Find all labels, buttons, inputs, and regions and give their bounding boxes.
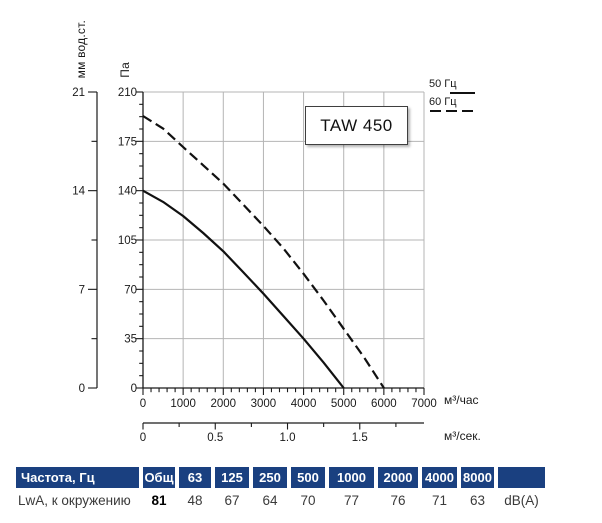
model-label-box: TAW 450: [305, 106, 408, 145]
mm-axis-tick-label: 21: [72, 87, 85, 99]
legend-item-50hz: 50 Гц: [429, 78, 479, 96]
table-header-cell: 8000: [461, 467, 494, 488]
legend-item-60hz: 60 Гц: [429, 96, 479, 114]
table-header-cell: 4000: [422, 467, 457, 488]
x-axis-tick-label: 5000: [331, 398, 357, 410]
table-header-cell: 1000: [329, 467, 374, 488]
dashed-line-sample: [430, 110, 474, 112]
noise-level-table: Частота, Гц Общ 63 125 250 500 1000 2000 4000 800…: [16, 467, 545, 513]
x-axis-tick-label: 1000: [170, 398, 196, 410]
x2-axis-tick-label: 1.0: [280, 432, 296, 444]
pa-axis-tick-label: 70: [124, 284, 137, 296]
x-axis-tick-label: 6000: [371, 398, 397, 410]
solid-line-sample: [450, 92, 475, 94]
table-value-cell: dB(A): [504, 493, 539, 508]
table-header-row: Частота, Гц Общ 63 125 250 500 1000 2000 4000 800…: [16, 467, 545, 488]
pa-axis-tick-label: 140: [118, 186, 137, 198]
x-axis-tick-label: 2000: [210, 398, 236, 410]
y-axis-mm-title: мм вод.ст.: [74, 20, 88, 79]
table-header-cell: 125: [215, 467, 249, 488]
table-header-cell: 63: [179, 467, 211, 488]
table-header-cell: 500: [291, 467, 325, 488]
table-header-cell: [498, 467, 545, 488]
table-value-cell: 77: [343, 493, 360, 508]
table-header-cell: 250: [253, 467, 287, 488]
table-value-cell: 71: [431, 493, 448, 508]
chart-legend: 50 Гц 60 Гц: [429, 78, 479, 114]
model-label: TAW 450: [320, 115, 393, 135]
curve-60hz: [142, 115, 385, 389]
table-header-cell: Общ: [143, 467, 175, 488]
x-axis-tick-label: 3000: [251, 398, 277, 410]
table-value-cell: 64: [262, 493, 278, 508]
curve-50hz: [142, 189, 345, 389]
pa-axis-tick-label: 175: [118, 136, 137, 148]
pa-axis-tick-label: 35: [124, 334, 137, 346]
table-value-cell: 48: [187, 493, 203, 508]
x2-axis-tick-label: 1.5: [352, 432, 368, 444]
mm-axis-tick-label: 7: [79, 284, 85, 296]
mm-axis-tick-label: 0: [79, 383, 85, 395]
x2-axis-tick-label: 0: [140, 432, 146, 444]
table-value-row: LwA, к окружению 81 48 67 64 70 77 76 71 63 dB(A): [16, 488, 545, 513]
pa-axis-tick-label: 0: [131, 383, 137, 395]
y-axis-pa-title: Па: [118, 62, 132, 78]
x-axis-tick-label: 7000: [411, 398, 437, 410]
table-value-cell: 63: [469, 493, 486, 508]
pa-axis-tick-label: 210: [118, 87, 137, 99]
legend-label-50hz: 50 Гц: [429, 78, 457, 90]
table-value-cell: LwA, к окружению: [18, 493, 131, 508]
x-axis-tick-label: 4000: [291, 398, 317, 410]
table-value-cell: 70: [300, 493, 316, 508]
x-axis-unit-m3h: м³/час: [444, 393, 479, 407]
x2-axis-tick-label: 0.5: [207, 432, 223, 444]
pa-axis-tick-label: 105: [118, 235, 137, 247]
table-value-cell: 81: [151, 493, 167, 508]
x-axis-tick-label: 0: [140, 398, 146, 410]
table-value-cell: 67: [224, 493, 240, 508]
legend-label-60hz: 60 Гц: [429, 96, 457, 108]
table-value-cell: 76: [390, 493, 406, 508]
table-header-cell: Частота, Гц: [16, 467, 139, 488]
x-axis-unit-m3s: м³/сек.: [444, 429, 481, 443]
table-header-cell: 2000: [378, 467, 418, 488]
mm-axis-tick-label: 14: [72, 186, 85, 198]
